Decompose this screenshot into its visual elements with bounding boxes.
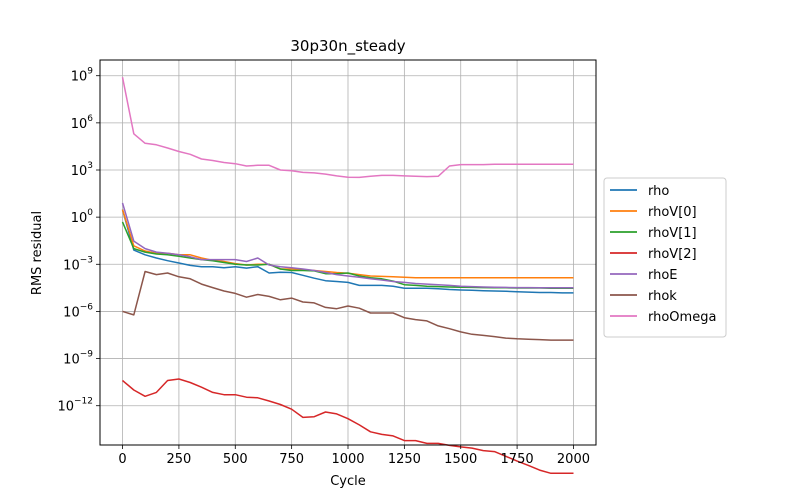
x-axis: 0 250 500 750 1000 1250 1500 1750 2000 <box>118 445 590 467</box>
y-tick-label: 100 <box>71 208 94 226</box>
y-tick-label: 10−12 <box>57 397 93 415</box>
x-tick-label: 1000 <box>331 452 364 467</box>
legend-entry: rhoV[0] <box>648 205 697 220</box>
series-lines <box>121 77 574 475</box>
y-tick-label: 10−3 <box>63 255 93 273</box>
legend-entry: rho <box>648 184 669 199</box>
x-tick-label: 250 <box>166 452 191 467</box>
series-line-rhoE <box>121 202 574 289</box>
y-axis-label: RMS residual <box>30 211 45 295</box>
x-tick-label: 750 <box>279 452 304 467</box>
x-tick-label: 1500 <box>444 452 477 467</box>
legend-entry: rhoV[1] <box>648 226 697 241</box>
y-tick-label: 103 <box>71 161 93 179</box>
y-tick-label: 106 <box>71 114 94 132</box>
chart-title: 30p30n_steady <box>290 37 405 56</box>
series-line-rhoOmega <box>121 77 574 179</box>
y-tick-label: 109 <box>71 67 94 85</box>
x-tick-label: 0 <box>118 452 126 467</box>
x-tick-label: 1750 <box>501 452 534 467</box>
legend-entry: rhoV[2] <box>648 247 697 262</box>
x-tick-label: 500 <box>223 452 248 467</box>
series-line-rhoV[2] <box>122 378 574 475</box>
legend-frame <box>603 177 727 338</box>
legend-entry: rhok <box>648 289 677 304</box>
y-axis: 10−12 10−9 10−6 10−3 100 103 106 109 <box>57 67 100 415</box>
series-line-rhok <box>122 270 574 341</box>
legend-entry: rhoE <box>648 268 678 283</box>
y-tick-label: 10−6 <box>63 302 93 320</box>
series-line-rho <box>121 209 574 294</box>
y-tick-label: 10−9 <box>63 350 93 368</box>
legend-entry: rhoOmega <box>648 310 716 325</box>
x-axis-label: Cycle <box>330 474 366 489</box>
x-tick-label: 2000 <box>557 452 590 467</box>
x-tick-label: 1250 <box>388 452 421 467</box>
legend: rho rhoV[0] rhoV[1] rhoV[2] rhoE rhok rhoOmega <box>603 177 727 338</box>
grid <box>100 60 596 445</box>
